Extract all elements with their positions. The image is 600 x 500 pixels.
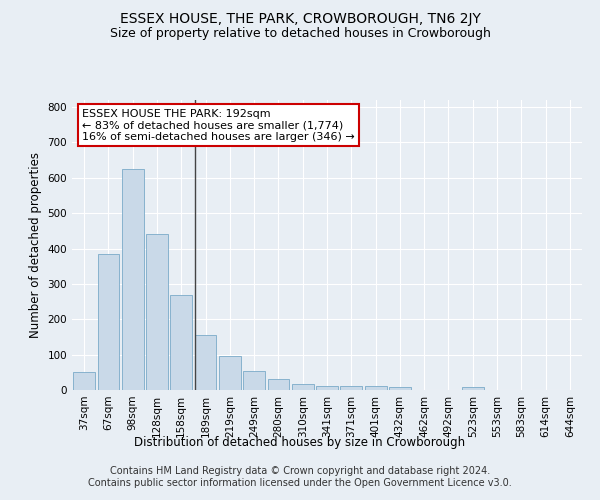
Bar <box>243 370 265 390</box>
Bar <box>122 169 143 390</box>
Text: Contains HM Land Registry data © Crown copyright and database right 2024.
Contai: Contains HM Land Registry data © Crown c… <box>88 466 512 487</box>
Bar <box>268 380 289 390</box>
Bar <box>462 387 484 390</box>
Bar <box>170 294 192 390</box>
Bar <box>316 386 338 390</box>
Bar <box>365 386 386 390</box>
Text: Distribution of detached houses by size in Crowborough: Distribution of detached houses by size … <box>134 436 466 449</box>
Bar <box>146 234 168 390</box>
Bar <box>194 335 217 390</box>
Bar <box>389 387 411 390</box>
Text: ESSEX HOUSE, THE PARK, CROWBOROUGH, TN6 2JY: ESSEX HOUSE, THE PARK, CROWBOROUGH, TN6 … <box>119 12 481 26</box>
Text: ESSEX HOUSE THE PARK: 192sqm
← 83% of detached houses are smaller (1,774)
16% of: ESSEX HOUSE THE PARK: 192sqm ← 83% of de… <box>82 108 355 142</box>
Bar <box>73 372 95 390</box>
Bar <box>219 356 241 390</box>
Y-axis label: Number of detached properties: Number of detached properties <box>29 152 42 338</box>
Text: Size of property relative to detached houses in Crowborough: Size of property relative to detached ho… <box>110 28 490 40</box>
Bar <box>97 254 119 390</box>
Bar <box>340 386 362 390</box>
Bar <box>292 384 314 390</box>
